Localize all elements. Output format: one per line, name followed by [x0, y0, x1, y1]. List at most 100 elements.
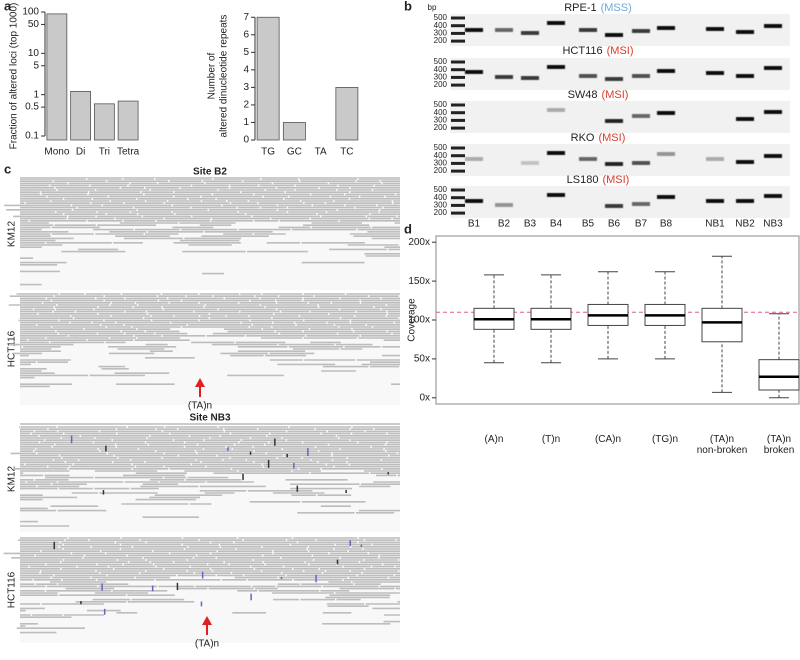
variant-tick	[101, 583, 103, 591]
gel-band	[657, 152, 675, 156]
gel-band	[736, 30, 754, 34]
lane-label: B2	[498, 219, 511, 230]
ladder-label: 300	[434, 159, 448, 168]
gel-band	[764, 110, 782, 114]
ladder-band	[451, 126, 465, 130]
ladder-band	[451, 154, 465, 158]
gel-band	[579, 74, 597, 78]
read-pileup	[4, 178, 400, 286]
panel-label: c	[4, 161, 11, 176]
ladder-label: 400	[434, 65, 448, 74]
y-tick-label: 4	[243, 65, 249, 76]
variant-tick	[296, 485, 299, 492]
gel-band	[579, 28, 597, 32]
bar	[70, 90, 92, 141]
ladder-band	[451, 188, 465, 192]
lane-label: NB1	[705, 219, 725, 230]
gel-band	[465, 199, 483, 203]
gel-band	[706, 199, 724, 203]
gel-band	[657, 26, 675, 30]
variant-tick	[201, 571, 204, 579]
ladder-label: 300	[434, 116, 448, 125]
variant-tick	[360, 544, 363, 547]
bar	[46, 13, 68, 141]
gel-unit: bp	[428, 3, 437, 12]
bar	[117, 100, 139, 141]
marker-arrowhead	[202, 616, 212, 625]
variant-tick	[176, 582, 179, 591]
ladder-band	[451, 68, 465, 72]
gel-band	[736, 117, 754, 121]
msi-status: (MSI)	[602, 89, 629, 101]
gel-band	[657, 195, 675, 199]
variant-tick	[250, 593, 252, 601]
ladder-label: 200	[434, 208, 448, 217]
lane-label: B3	[524, 219, 537, 230]
gel-title: LS180 (MSI)	[567, 174, 630, 186]
cell-line: HCT116	[562, 45, 602, 57]
gel-band	[605, 77, 623, 81]
y-tick-label: 100	[22, 7, 39, 18]
gel-band	[706, 157, 724, 161]
ladder-label: 300	[434, 201, 448, 210]
ladder-label: 500	[434, 185, 448, 194]
msi-status: (MSI)	[602, 174, 629, 186]
x-tick-label: GC	[287, 147, 302, 158]
gel-band	[465, 28, 483, 32]
variant-tick	[70, 435, 73, 444]
gel-band	[764, 66, 782, 70]
msi-status: (MSI)	[598, 132, 625, 144]
y-tick-label: 100x	[408, 315, 430, 326]
lane-label: B7	[635, 219, 648, 230]
y-tick-label: 1	[243, 117, 249, 128]
y-tick-label: 200x	[408, 237, 430, 248]
ladder-label: 200	[434, 166, 448, 175]
variant-tick	[387, 472, 389, 475]
cell-line: RPE-1	[564, 2, 596, 14]
gel-image	[450, 144, 790, 176]
variant-tick	[80, 601, 82, 605]
msi-status: (MSS)	[601, 2, 632, 14]
y-tick-label: 150x	[408, 276, 430, 287]
gel-title: RKO (MSI)	[571, 132, 626, 144]
ladder-band	[451, 31, 465, 35]
ladder-label: 500	[434, 13, 448, 22]
msi-status: (MSI)	[607, 45, 634, 57]
gel-image	[450, 101, 790, 133]
gel-band	[547, 108, 565, 112]
ladder-label: 300	[434, 29, 448, 38]
gel-band	[465, 157, 483, 161]
y-tick-label: 1	[33, 89, 39, 100]
read-pileup	[3, 537, 400, 634]
bar	[256, 16, 280, 141]
variant-tick	[274, 438, 276, 446]
variant-tick	[315, 574, 317, 583]
variant-tick	[267, 459, 270, 468]
variant-tick	[102, 490, 105, 495]
y-tick-label: 50x	[414, 354, 430, 365]
gel-band	[495, 75, 513, 79]
lane-label: B4	[550, 219, 563, 230]
track-label: KM12	[7, 466, 18, 493]
cell-line: LS180	[567, 174, 599, 186]
lane-label: B5	[582, 219, 595, 230]
marker-label: (TA)n	[195, 639, 219, 650]
y-axis-label: Number of	[207, 52, 218, 99]
gel-band	[547, 151, 565, 155]
cell-line: SW48	[568, 89, 598, 101]
gel-band	[547, 21, 565, 25]
variant-tick	[345, 489, 347, 494]
ladder-label: 200	[434, 123, 448, 132]
gel-band	[579, 157, 597, 161]
ladder-band	[451, 103, 465, 107]
y-tick-label: 0.1	[25, 131, 39, 142]
y-tick-label: 0	[243, 135, 249, 146]
marker-arrowhead	[195, 378, 205, 387]
gel-band	[632, 161, 650, 165]
gel-band	[605, 162, 623, 166]
gel-band	[764, 194, 782, 198]
x-tick-label: (A)n	[484, 434, 504, 445]
bar	[94, 103, 115, 141]
ladder-band	[451, 161, 465, 165]
bar	[335, 86, 359, 141]
